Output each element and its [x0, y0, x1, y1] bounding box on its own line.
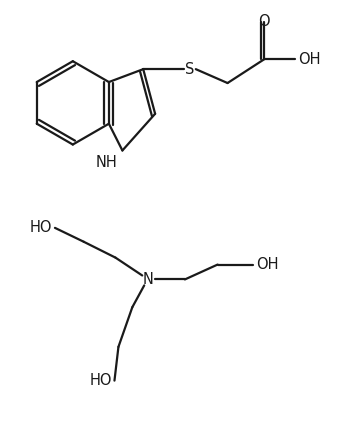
Text: O: O	[258, 14, 270, 29]
Text: N: N	[143, 272, 154, 287]
Text: OH: OH	[298, 52, 320, 67]
Text: NH: NH	[96, 155, 117, 171]
Text: HO: HO	[89, 373, 112, 388]
Text: OH: OH	[256, 257, 279, 272]
Text: HO: HO	[30, 220, 52, 235]
Text: S: S	[185, 61, 194, 77]
